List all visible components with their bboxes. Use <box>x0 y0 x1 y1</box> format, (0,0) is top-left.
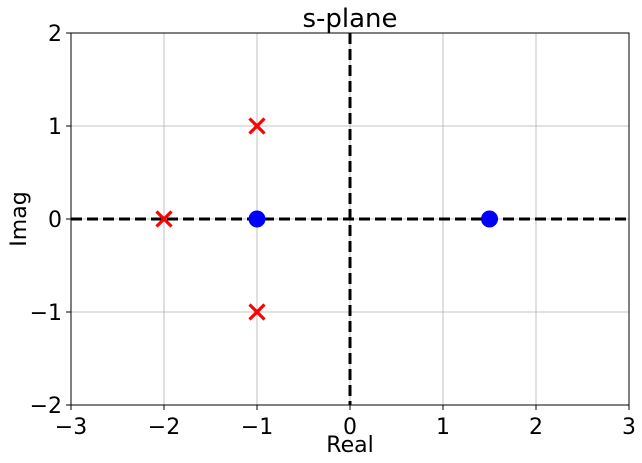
zero-marker <box>481 210 498 228</box>
pole-marker <box>248 117 266 135</box>
x-axis-label: Real <box>326 433 373 458</box>
x-tick-label: 1 <box>436 415 450 440</box>
x-tick-label: −3 <box>55 415 87 440</box>
chart-title: s-plane <box>302 4 397 34</box>
y-tick-label: 0 <box>48 208 62 233</box>
y-tick-label: −1 <box>30 301 62 326</box>
pole-marker <box>248 303 266 321</box>
y-axis-label: Imag <box>7 191 32 246</box>
x-tick-label: 3 <box>622 415 636 440</box>
reference-lines <box>71 33 629 405</box>
x-tick-label: −1 <box>241 415 273 440</box>
data-points <box>155 117 498 321</box>
y-tick-label: −2 <box>30 394 62 419</box>
pole-marker <box>155 210 173 228</box>
x-tick-label: −2 <box>148 415 180 440</box>
zero-marker <box>248 210 266 228</box>
x-tick-label: 0 <box>343 415 357 440</box>
y-tick-label: 1 <box>48 115 62 140</box>
y-tick-label: 2 <box>48 22 62 47</box>
x-tick-label: 2 <box>529 415 543 440</box>
